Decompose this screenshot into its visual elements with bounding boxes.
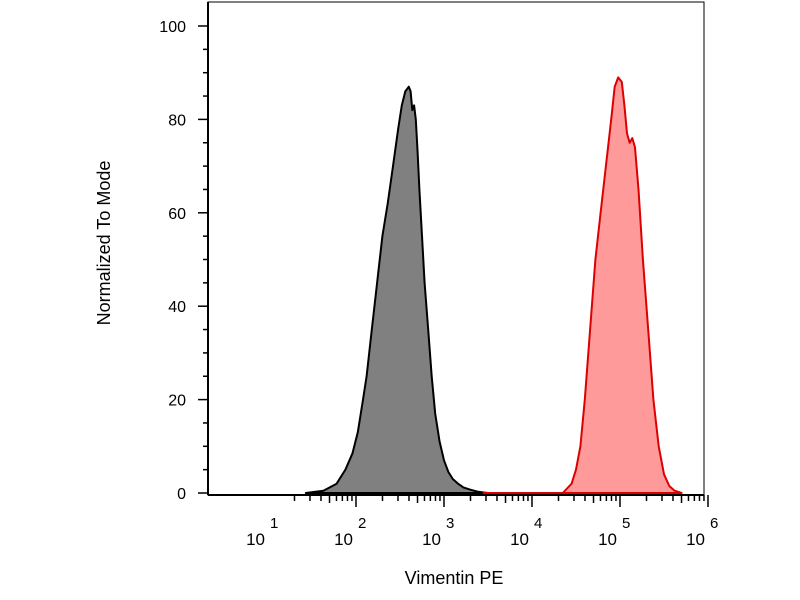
y-tick-label: 100	[159, 19, 186, 36]
y-tick-label: 40	[168, 299, 186, 316]
y-tick-label: 60	[168, 206, 186, 223]
y-tick-label: 0	[177, 486, 186, 503]
x-tick-label-base: 10	[686, 530, 705, 549]
x-tick-label-base: 10	[334, 530, 353, 549]
x-tick-label-exponent: 4	[534, 515, 542, 532]
x-tick-label-exponent: 6	[710, 515, 718, 532]
tick-labels: 0 20 40 60 80 100 10 1 10 2 10 3 10 4 10 5 10 6	[159, 19, 718, 549]
x-tick-label-base: 10	[422, 530, 441, 549]
x-tick-label-exponent: 5	[622, 515, 630, 532]
x-axis-label: Vimentin PE	[405, 568, 504, 588]
x-tick-label-base: 10	[598, 530, 617, 549]
y-axis-label: Normalized To Mode	[94, 161, 114, 326]
x-tick-label-base: 10	[246, 530, 265, 549]
x-tick-label-exponent: 3	[446, 515, 454, 532]
y-tick-label: 20	[168, 393, 186, 410]
histogram-series-1	[304, 85, 489, 494]
x-tick-label-base: 10	[510, 530, 529, 549]
y-tick-label: 80	[168, 112, 186, 129]
x-tick-label-exponent: 2	[358, 515, 366, 532]
histogram-series-2	[482, 76, 683, 494]
x-tick-label-exponent: 1	[270, 515, 278, 532]
histogram-fills	[304, 76, 683, 494]
